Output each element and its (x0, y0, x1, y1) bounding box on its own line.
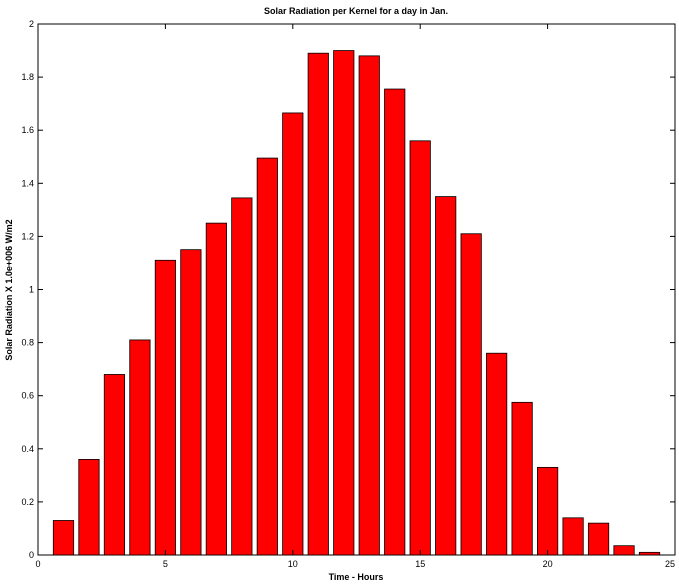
bar (511, 401, 533, 556)
x-tick-label: 25 (665, 559, 675, 569)
bar (358, 55, 380, 556)
bar (103, 374, 126, 556)
y-tick-label: 1 (29, 285, 34, 295)
y-tick-label: 1.2 (21, 231, 34, 241)
bar (435, 196, 457, 556)
y-tick-label: 1.4 (21, 178, 34, 188)
y-tick-label: 0.8 (21, 338, 34, 348)
x-tick-label: 0 (35, 559, 40, 569)
bar (154, 259, 176, 556)
y-tick-label: 1.8 (21, 72, 34, 82)
x-tick-label: 5 (163, 559, 168, 569)
y-tick-label: 0 (29, 550, 34, 560)
bar (282, 112, 304, 556)
x-tick-label: 10 (288, 559, 298, 569)
bar (205, 222, 227, 556)
bar (52, 520, 75, 556)
bar (537, 466, 559, 556)
x-axis-label: Time - Hours (329, 572, 384, 582)
bar (231, 197, 253, 556)
bar (333, 50, 355, 556)
bar (486, 352, 508, 556)
x-axis-ticks: 0 5 10 15 20 25 (35, 24, 676, 569)
y-tick-label: 1.6 (21, 125, 34, 135)
bar (587, 522, 610, 556)
bar (180, 249, 202, 556)
bar (409, 140, 431, 556)
bar (384, 88, 406, 556)
bar (256, 157, 278, 556)
y-tick-label: 0.6 (21, 391, 34, 401)
y-tick-label: 0.4 (21, 444, 34, 454)
y-tick-label: 2 (29, 19, 34, 29)
bar (307, 52, 329, 556)
y-axis-label: Solar Radiation X 1.0e+006 W/m2 (4, 219, 14, 360)
bar (460, 233, 482, 556)
y-tick-label: 0.2 (21, 497, 34, 507)
bar (638, 551, 661, 556)
y-axis-ticks: 0 0.2 0.4 0.6 0.8 1 1.2 1.4 1.6 1.8 2 (21, 19, 675, 560)
bar (78, 459, 100, 556)
bar (613, 545, 635, 556)
chart-title: Solar Radiation per Kernel for a day in … (264, 6, 448, 16)
bar (562, 517, 584, 556)
x-tick-label: 15 (415, 559, 425, 569)
x-tick-label: 20 (543, 559, 553, 569)
bars-group (52, 50, 661, 556)
bar (129, 339, 151, 556)
